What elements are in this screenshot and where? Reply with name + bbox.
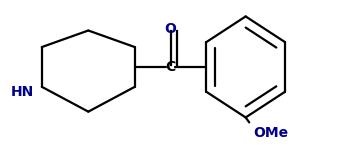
Text: OMe: OMe <box>253 126 288 140</box>
Text: C: C <box>165 60 176 74</box>
Text: O: O <box>165 22 177 36</box>
Text: HN: HN <box>10 85 34 99</box>
